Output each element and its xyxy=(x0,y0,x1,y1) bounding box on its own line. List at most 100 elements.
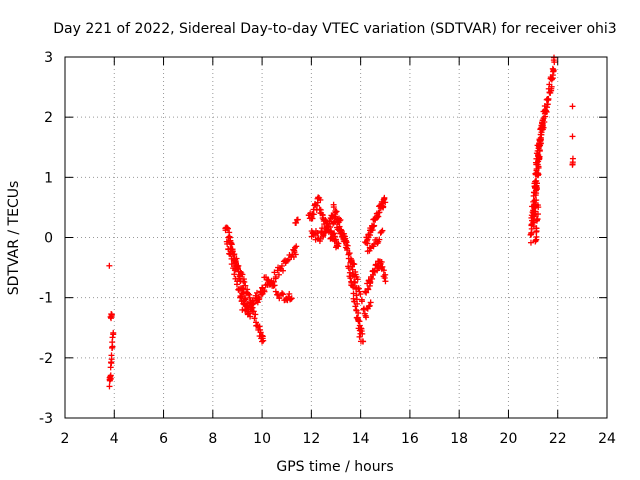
y-axis-label: SDTVAR / TECUs xyxy=(6,181,22,296)
data-point xyxy=(271,269,278,276)
data-point xyxy=(356,333,363,340)
data-point xyxy=(240,286,247,293)
data-point xyxy=(539,117,546,124)
data-point xyxy=(331,233,338,240)
data-point xyxy=(332,209,339,216)
x-tick-label: 2 xyxy=(61,431,70,447)
data-point xyxy=(251,315,258,322)
data-point xyxy=(234,265,241,272)
data-point xyxy=(242,282,249,289)
data-point xyxy=(292,251,299,258)
data-point xyxy=(313,202,320,209)
data-point xyxy=(288,295,295,302)
data-point xyxy=(259,333,266,340)
data-point xyxy=(240,290,247,297)
data-point xyxy=(359,330,366,337)
data-point xyxy=(323,223,330,230)
data-point xyxy=(231,271,238,278)
data-point xyxy=(380,204,387,211)
data-point xyxy=(319,212,326,219)
data-point xyxy=(239,285,246,292)
data-point xyxy=(533,225,540,232)
data-point xyxy=(241,295,248,302)
data-point xyxy=(337,216,344,223)
data-point xyxy=(106,262,113,269)
data-point xyxy=(351,298,358,305)
data-point xyxy=(545,95,552,102)
data-point xyxy=(534,202,541,209)
data-point xyxy=(367,232,374,239)
data-point xyxy=(350,290,357,297)
data-point xyxy=(233,281,240,288)
data-point xyxy=(108,311,115,318)
data-point xyxy=(108,352,115,359)
y-tick-label: 0 xyxy=(44,231,53,247)
data-point xyxy=(333,208,340,215)
data-point xyxy=(352,303,359,310)
data-point xyxy=(353,307,360,314)
x-tick-label: 22 xyxy=(549,431,567,447)
data-point xyxy=(382,199,389,206)
data-point xyxy=(261,288,268,295)
data-point xyxy=(549,72,556,79)
data-point xyxy=(538,131,545,138)
data-point xyxy=(569,133,576,140)
data-point xyxy=(369,275,376,282)
data-point xyxy=(363,314,370,321)
x-tick-label: 20 xyxy=(500,431,518,447)
data-point xyxy=(230,251,237,258)
x-tick-label: 12 xyxy=(302,431,320,447)
data-point xyxy=(536,147,543,154)
data-point xyxy=(237,278,244,285)
data-point xyxy=(350,283,357,290)
data-point xyxy=(367,299,374,306)
data-point xyxy=(344,242,351,249)
data-point xyxy=(532,237,539,244)
x-tick-label: 14 xyxy=(352,431,370,447)
y-tick-label: -1 xyxy=(39,291,53,307)
y-tick-label: 3 xyxy=(44,50,53,66)
data-point xyxy=(331,230,338,237)
data-point xyxy=(381,194,388,201)
data-point xyxy=(379,227,386,234)
x-tick-label: 4 xyxy=(110,431,119,447)
data-point xyxy=(322,216,329,223)
data-point xyxy=(336,223,343,230)
data-point xyxy=(328,234,335,241)
data-point xyxy=(252,311,259,318)
data-point xyxy=(343,239,350,246)
data-point xyxy=(376,236,383,243)
data-point xyxy=(346,250,353,257)
data-point xyxy=(542,113,549,120)
data-point xyxy=(275,271,282,278)
data-point xyxy=(256,295,263,302)
data-point xyxy=(324,227,331,234)
data-point xyxy=(367,278,374,285)
data-point xyxy=(276,295,283,302)
data-point xyxy=(366,302,373,309)
data-point xyxy=(110,329,117,336)
data-point xyxy=(371,222,378,229)
data-point xyxy=(382,271,389,278)
data-point xyxy=(534,215,541,222)
x-axis-label: GPS time / hours xyxy=(276,459,393,475)
data-point xyxy=(249,304,256,311)
y-tick-label: -2 xyxy=(39,351,53,367)
data-point xyxy=(279,290,286,297)
data-point xyxy=(272,288,279,295)
data-point xyxy=(360,338,367,345)
data-point xyxy=(247,313,254,320)
data-point xyxy=(534,211,541,218)
data-point xyxy=(533,180,540,187)
data-point xyxy=(319,225,326,232)
data-point xyxy=(332,236,339,243)
data-point xyxy=(224,224,231,231)
data-point xyxy=(380,267,387,274)
data-point xyxy=(262,274,269,281)
data-point xyxy=(347,275,354,282)
data-point xyxy=(348,257,355,264)
data-point xyxy=(532,192,539,199)
data-point xyxy=(335,243,342,250)
data-point xyxy=(535,164,542,171)
